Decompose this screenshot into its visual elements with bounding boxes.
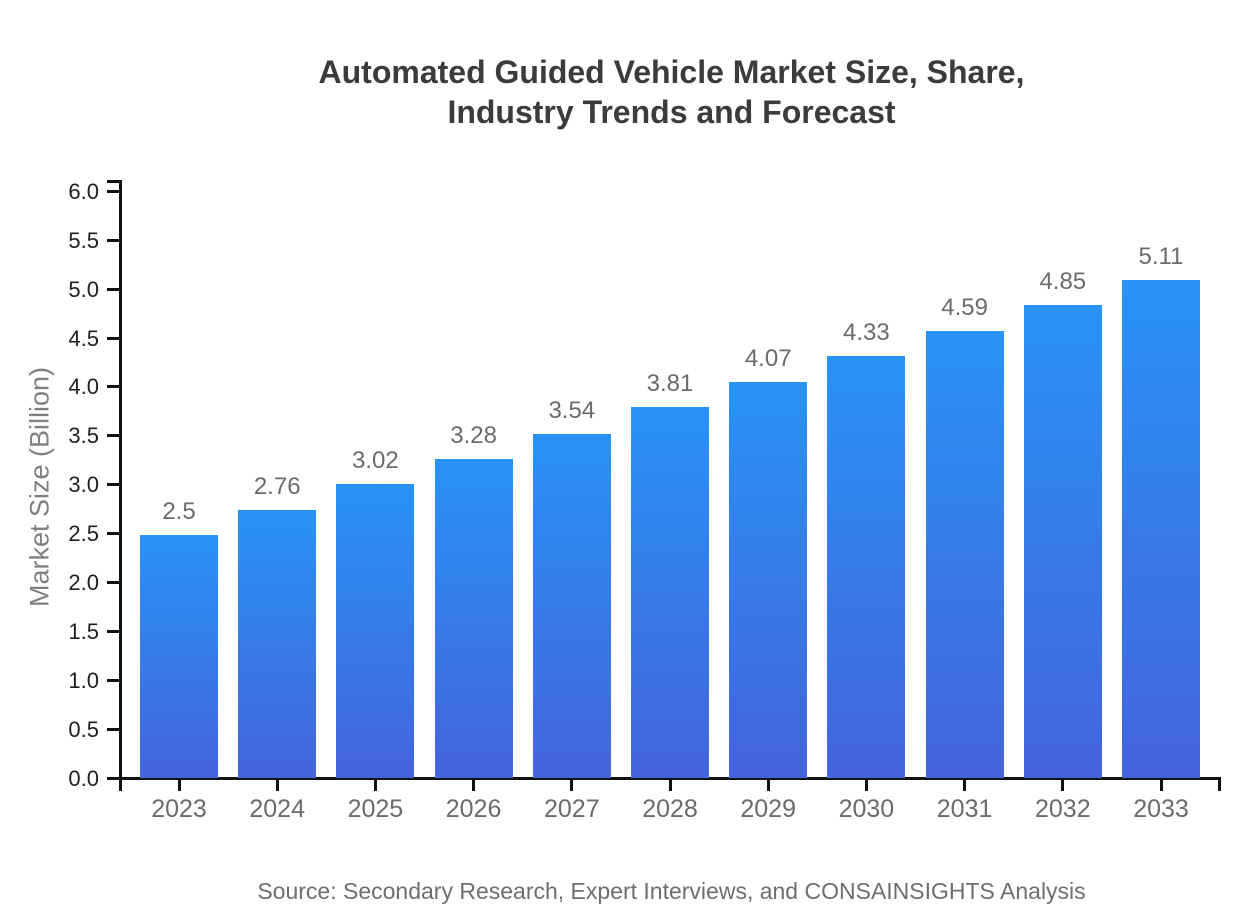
x-tick-label: 2024	[249, 795, 305, 823]
bar	[925, 330, 1004, 778]
bar-value-label: 5.11	[1138, 242, 1184, 270]
x-axis-origin-tick	[119, 780, 122, 791]
x-axis-line	[119, 777, 1221, 780]
y-tick	[107, 385, 119, 389]
x-tick	[668, 780, 672, 791]
y-tick	[107, 777, 119, 780]
x-tick	[1061, 780, 1065, 791]
y-tick	[107, 483, 119, 487]
bar-value-label: 4.33	[843, 319, 890, 347]
x-tick	[766, 780, 770, 791]
bar-value-label: 4.85	[1039, 268, 1087, 296]
x-tick	[177, 780, 181, 791]
y-tick	[107, 581, 119, 585]
bar	[532, 433, 611, 778]
bar-value-label: 3.54	[548, 396, 596, 424]
y-tick	[107, 728, 119, 732]
bar	[140, 535, 218, 778]
y-tick-label: 2.5	[68, 521, 99, 547]
y-tick	[107, 679, 119, 683]
x-tick	[373, 780, 377, 791]
y-axis-end-cap	[107, 180, 119, 183]
source-note: Source: Secondary Research, Expert Inter…	[257, 878, 1086, 904]
y-tick	[107, 630, 119, 634]
bar-value-label: 2.5	[162, 498, 196, 526]
y-tick-label: 1.0	[68, 668, 99, 694]
y-tick-label: 0.5	[68, 717, 99, 743]
x-tick	[963, 780, 967, 791]
y-tick-label: 0.0	[68, 766, 99, 791]
y-tick	[107, 434, 119, 438]
bar	[631, 407, 709, 778]
bar	[729, 381, 808, 778]
x-axis-end-cap	[1218, 780, 1221, 791]
y-tick-label: 4.0	[68, 374, 99, 400]
bar-value-label: 4.07	[744, 344, 792, 372]
chart-title: Automated Guided Vehicle Market Size, Sh…	[122, 52, 1221, 132]
x-tick	[275, 780, 279, 791]
x-tick	[864, 780, 868, 791]
x-tick-label: 2032	[1034, 795, 1091, 823]
bar	[827, 356, 906, 778]
y-tick-label: 2.0	[68, 570, 99, 596]
x-tick	[472, 780, 476, 791]
y-tick-label: 6.0	[68, 178, 99, 204]
x-tick-label: 2029	[740, 795, 796, 823]
x-tick-label: 2026	[445, 795, 502, 823]
y-tick-label: 5.5	[68, 227, 99, 253]
y-tick-label: 3.0	[68, 472, 99, 498]
x-tick	[1159, 780, 1163, 791]
y-tick-label: 1.5	[68, 619, 99, 645]
y-tick	[107, 238, 119, 242]
x-tick-label: 2031	[936, 795, 993, 823]
x-tick-label: 2027	[543, 795, 600, 823]
x-tick-label: 2033	[1133, 795, 1189, 823]
x-tick-label: 2030	[838, 795, 895, 823]
y-axis-line	[119, 180, 122, 780]
x-tick-label: 2023	[151, 795, 207, 823]
bar-value-label: 3.81	[646, 370, 694, 398]
bar	[336, 484, 415, 778]
y-tick-label: 4.5	[68, 325, 99, 351]
x-tick-label: 2025	[347, 795, 404, 823]
y-tick-label: 5.0	[68, 276, 99, 302]
chart-title-line2: Industry Trends and Forecast	[447, 94, 896, 130]
bar	[1122, 279, 1200, 778]
bar-value-label: 4.59	[941, 293, 988, 321]
y-tick-label: 3.5	[68, 423, 99, 449]
x-tick	[570, 780, 574, 791]
chart-title-line1: Automated Guided Vehicle Market Size, Sh…	[318, 54, 1025, 90]
y-tick	[107, 336, 119, 340]
bar	[1023, 305, 1102, 778]
y-tick	[107, 189, 119, 193]
y-tick	[107, 532, 119, 536]
y-tick	[107, 287, 119, 291]
bar	[434, 458, 513, 778]
bar	[238, 509, 317, 778]
x-tick-label: 2028	[642, 795, 698, 823]
bar-value-label: 2.76	[253, 472, 301, 500]
bar-value-label: 3.02	[352, 447, 399, 475]
bar-value-label: 3.28	[450, 421, 497, 449]
